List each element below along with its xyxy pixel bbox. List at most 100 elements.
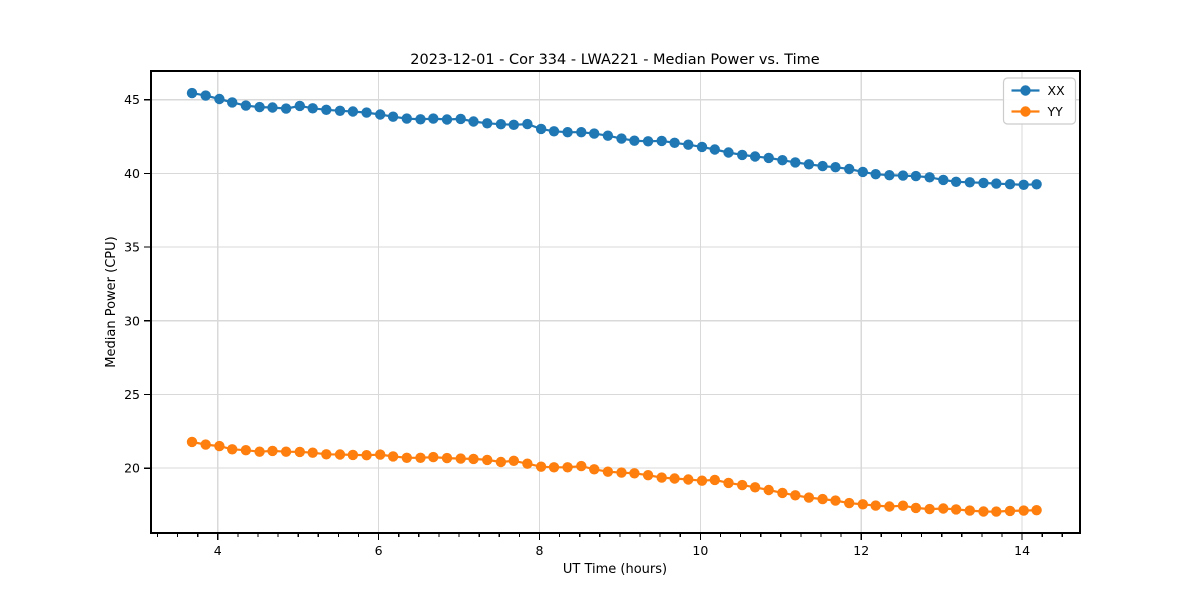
data-point (629, 468, 640, 479)
data-point (200, 90, 211, 101)
data-point (964, 505, 975, 516)
data-point (950, 176, 962, 187)
data-point (910, 502, 922, 514)
data-point (495, 119, 507, 130)
data-point (589, 464, 600, 475)
data-point (347, 449, 359, 461)
data-point (307, 447, 318, 458)
data-point (347, 106, 359, 117)
data-point (280, 103, 292, 114)
data-point (214, 93, 225, 105)
data-point (777, 155, 788, 166)
chart-layers: 4 6 8 10 12 14 20 25 30 35 40 45 XX YY (124, 70, 1081, 558)
data-point (844, 497, 855, 509)
data-point (844, 163, 855, 175)
data-point (535, 123, 547, 135)
data-point (884, 170, 895, 181)
data-point (321, 449, 332, 460)
data-point (642, 136, 654, 147)
data-point (361, 450, 372, 461)
x-tick-label: 4 (214, 543, 222, 558)
data-point (415, 452, 426, 463)
data-point (763, 484, 774, 496)
data-point (267, 445, 278, 457)
data-point (897, 170, 909, 181)
data-point (548, 462, 560, 473)
y-tick-label: 40 (124, 166, 140, 181)
legend-label: XX (1048, 83, 1066, 98)
data-point (749, 482, 761, 493)
data-point (535, 461, 547, 472)
data-point (602, 466, 614, 477)
data-point (562, 462, 573, 473)
data-point (857, 499, 868, 510)
data-point (254, 101, 265, 113)
data-point (924, 503, 935, 515)
data-point (616, 133, 627, 144)
data-point (589, 128, 600, 139)
data-point (696, 141, 708, 153)
data-point (950, 504, 962, 515)
data-point (991, 178, 1002, 189)
data-point (294, 446, 305, 458)
data-point (522, 458, 533, 469)
data-point (709, 474, 720, 486)
data-point (683, 139, 694, 150)
series-yy-markers (186, 436, 1042, 517)
y-tick-label: 35 (124, 240, 140, 255)
data-point (186, 436, 198, 448)
data-point (508, 119, 519, 130)
data-point (817, 160, 828, 172)
data-point (441, 114, 453, 125)
data-point (696, 475, 708, 486)
data-point (1018, 505, 1029, 516)
data-point (455, 453, 466, 464)
x-tick-label: 12 (853, 543, 869, 558)
data-point (482, 118, 493, 129)
data-point (562, 127, 573, 138)
x-tick-label: 14 (1014, 543, 1030, 558)
series-yy-line (191, 440, 1037, 513)
data-point (803, 159, 815, 170)
tick-labels: 4 6 8 10 12 14 20 25 30 35 40 45 (124, 92, 1030, 558)
x-tick-label: 6 (375, 543, 383, 558)
data-point (938, 174, 949, 186)
data-point (857, 166, 868, 178)
data-point (267, 102, 278, 113)
data-point (428, 451, 439, 463)
data-point (508, 455, 519, 466)
data-point (938, 503, 949, 514)
data-point (227, 444, 238, 455)
data-point (240, 445, 252, 456)
data-point (468, 453, 479, 465)
data-point (495, 456, 507, 468)
data-point (978, 506, 989, 517)
data-point (548, 126, 560, 137)
data-point (1031, 505, 1042, 516)
data-point (656, 135, 667, 147)
data-point (482, 454, 493, 466)
data-point (576, 127, 587, 138)
data-point (214, 440, 225, 452)
data-point (709, 144, 720, 155)
data-point (669, 137, 680, 148)
data-point (428, 113, 439, 124)
y-tick-label: 45 (124, 92, 140, 107)
y-axis-label: Median Power (CPU) (104, 236, 119, 367)
data-point (749, 151, 761, 162)
data-point (602, 130, 614, 141)
plot-background (151, 71, 1080, 533)
legend-sample-marker (1020, 85, 1031, 96)
axes-frame (150, 70, 1081, 534)
data-point (1018, 179, 1029, 190)
x-tick-label: 10 (692, 543, 708, 558)
data-point (240, 100, 252, 111)
data-point (656, 472, 667, 483)
data-point (723, 147, 734, 158)
data-point (817, 493, 828, 505)
data-point (294, 100, 305, 112)
data-point (629, 135, 640, 146)
y-tick-label: 25 (124, 387, 140, 402)
data-point (790, 157, 801, 168)
y-tick-label: 20 (124, 461, 140, 476)
